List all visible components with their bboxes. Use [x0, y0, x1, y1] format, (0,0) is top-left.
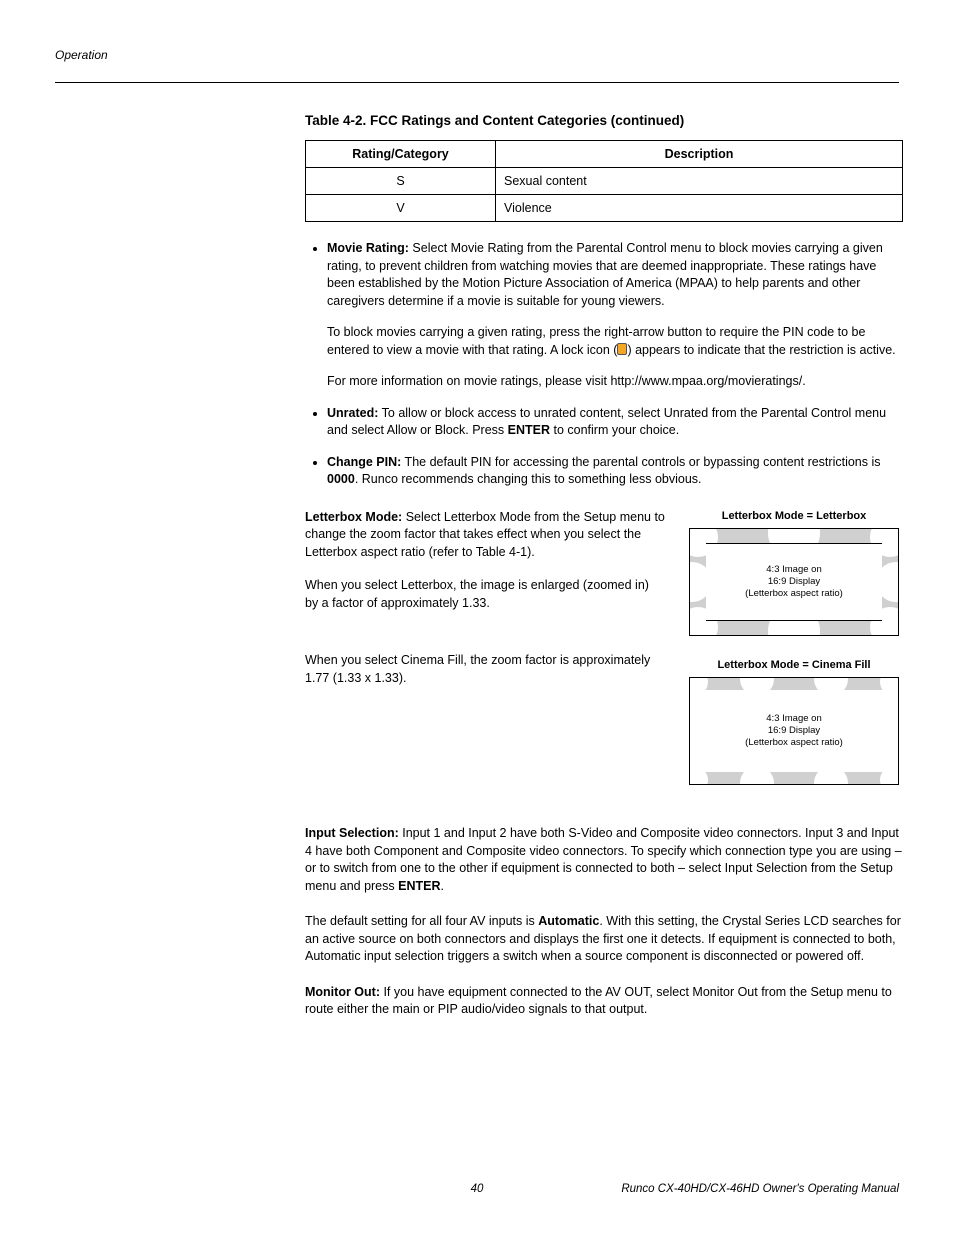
letterbox-p2: When you select Letterbox, the image is … [305, 577, 665, 612]
lock-icon [617, 343, 627, 355]
letterbox-label: Letterbox Mode: [305, 510, 402, 524]
bullet-movie-rating: Movie Rating: Select Movie Rating from t… [327, 240, 903, 391]
table-header-desc: Description [496, 141, 903, 168]
manual-title: Runco CX-40HD/CX-46HD Owner's Operating … [621, 1183, 899, 1195]
diagram-box: 4:3 Image on16:9 Display(Letterbox aspec… [689, 677, 899, 785]
text: to confirm your choice. [550, 423, 679, 437]
table-row: S Sexual content [306, 168, 903, 195]
text: . Runco recommends changing this to some… [355, 472, 702, 486]
monitor-out-p: Monitor Out: If you have equipment conne… [305, 984, 903, 1019]
input-selection-p1: Input Selection: Input 1 and Input 2 hav… [305, 825, 903, 895]
enter-key: ENTER [508, 423, 550, 437]
movie-rating-label: Movie Rating: [327, 241, 409, 255]
ratings-table: Rating/Category Description S Sexual con… [305, 140, 903, 222]
page-number: 40 [471, 1183, 484, 1195]
main-content: Table 4-2. FCC Ratings and Content Categ… [305, 113, 903, 1019]
pin-code: 0000 [327, 472, 355, 486]
diagram-caption: 4:3 Image on16:9 Display(Letterbox aspec… [706, 543, 882, 621]
movie-rating-p2: To block movies carrying a given rating,… [327, 324, 903, 359]
bullet-change-pin: Change PIN: The default PIN for accessin… [327, 454, 903, 489]
unrated-label: Unrated: [327, 406, 378, 420]
text: The default PIN for accessing the parent… [401, 455, 880, 469]
text: ) appears to indicate that the restricti… [627, 343, 895, 357]
text: The default setting for all four AV inpu… [305, 914, 538, 928]
page-footer: 40 Runco CX-40HD/CX-46HD Owner's Operati… [55, 1183, 899, 1195]
table-cell: Violence [496, 195, 903, 222]
diagram-title: Letterbox Mode = Letterbox [685, 509, 903, 524]
table-cell: V [306, 195, 496, 222]
movie-rating-p3: For more information on movie ratings, p… [327, 373, 903, 391]
letterbox-text-col: Letterbox Mode: Select Letterbox Mode fr… [305, 509, 665, 808]
table-cell: S [306, 168, 496, 195]
change-pin-label: Change PIN: [327, 455, 401, 469]
header-rule [55, 82, 899, 83]
table-cell: Sexual content [496, 168, 903, 195]
bullet-unrated: Unrated: To allow or block access to unr… [327, 405, 903, 440]
bullet-list: Movie Rating: Select Movie Rating from t… [305, 240, 903, 489]
page-header-section: Operation [55, 48, 899, 62]
movie-rating-text: Select Movie Rating from the Parental Co… [327, 241, 883, 308]
input-selection-p2: The default setting for all four AV inpu… [305, 913, 903, 966]
letterbox-p1: Letterbox Mode: Select Letterbox Mode fr… [305, 509, 665, 562]
table-row: V Violence [306, 195, 903, 222]
enter-key: ENTER [398, 879, 440, 893]
table-header-rating: Rating/Category [306, 141, 496, 168]
table-title: Table 4-2. FCC Ratings and Content Categ… [305, 113, 903, 128]
input-selection-label: Input Selection: [305, 826, 399, 840]
automatic-label: Automatic [538, 914, 599, 928]
text: . [440, 879, 443, 893]
letterbox-diagram-col: Letterbox Mode = Letterbox 4:3 Image on1… [685, 509, 903, 808]
diagram-caption: 4:3 Image on16:9 Display(Letterbox aspec… [689, 690, 899, 772]
diagram-letterbox: Letterbox Mode = Letterbox 4:3 Image on1… [685, 509, 903, 636]
monitor-out-label: Monitor Out: [305, 985, 380, 999]
diagram-cinema: Letterbox Mode = Cinema Fill 4:3 Image o… [685, 658, 903, 785]
text: If you have equipment connected to the A… [305, 985, 892, 1017]
letterbox-section: Letterbox Mode: Select Letterbox Mode fr… [305, 509, 903, 808]
diagram-box: 4:3 Image on16:9 Display(Letterbox aspec… [689, 528, 899, 636]
diagram-title: Letterbox Mode = Cinema Fill [685, 658, 903, 673]
letterbox-p3: When you select Cinema Fill, the zoom fa… [305, 652, 665, 687]
